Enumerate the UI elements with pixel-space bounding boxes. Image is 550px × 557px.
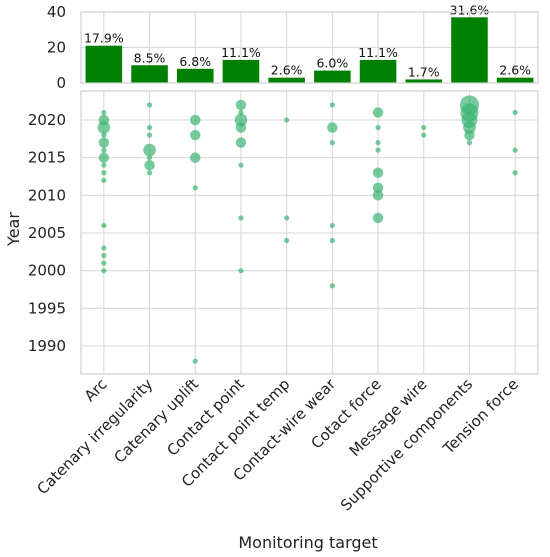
- scatter-point: [143, 143, 156, 157]
- scatter-point: [101, 162, 107, 168]
- scatter-panel-frame: [80, 90, 539, 375]
- scatter-y-tick-label: 2000: [28, 262, 66, 280]
- scatter-y-tick-label: 2005: [28, 224, 66, 242]
- scatter-point: [146, 124, 153, 131]
- bar-data-label: 11.1%: [358, 45, 398, 60]
- scatter-point: [327, 122, 338, 133]
- bar: [359, 59, 397, 83]
- bar: [131, 65, 168, 83]
- scatter-point: [284, 237, 290, 244]
- scatter-point: [146, 132, 153, 138]
- bar: [176, 68, 214, 83]
- bar-data-label: 6.8%: [179, 54, 211, 69]
- x-category-label: Arc: [81, 375, 111, 405]
- bar-data-label: 8.5%: [134, 50, 166, 65]
- scatter-point: [146, 102, 153, 108]
- bar-data-label: 1.7%: [408, 64, 440, 79]
- bar: [85, 45, 123, 83]
- scatter-point: [512, 147, 518, 153]
- scatter-point: [329, 102, 335, 108]
- scatter-point: [190, 129, 201, 141]
- scatter-point: [238, 162, 244, 168]
- scatter-point: [512, 109, 518, 116]
- scatter-point: [235, 137, 247, 148]
- scatter-point: [144, 159, 155, 171]
- scatter-point: [101, 109, 107, 116]
- y-axis-title: Year: [4, 212, 23, 247]
- bar: [405, 79, 443, 83]
- scatter-point: [421, 132, 427, 138]
- scatter-point: [101, 177, 107, 183]
- bar: [496, 77, 534, 83]
- scatter-y-tick-label: 2015: [28, 149, 66, 167]
- scatter-point: [466, 140, 473, 146]
- scatter-y-tick-label: 2010: [28, 186, 66, 204]
- scatter-point: [234, 113, 248, 127]
- scatter-point: [101, 222, 107, 229]
- bar-y-tick-label: 0: [56, 74, 66, 92]
- x-axis-title: Monitoring target: [238, 533, 377, 552]
- scatter-point: [463, 121, 476, 134]
- scatter-point: [372, 190, 384, 201]
- bar-data-label: 2.6%: [271, 63, 303, 78]
- scatter-point: [329, 283, 335, 289]
- scatter-point: [238, 215, 244, 221]
- scatter-point: [101, 245, 107, 251]
- scatter-point: [464, 129, 475, 141]
- scatter-point: [375, 147, 381, 153]
- scatter-point: [190, 114, 201, 126]
- scatter-point: [372, 107, 384, 118]
- scatter-point: [98, 137, 110, 148]
- scatter-point: [329, 222, 335, 229]
- scatter-point: [192, 358, 198, 364]
- scatter-point: [101, 132, 107, 138]
- bar: [222, 59, 260, 83]
- scatter-point: [284, 117, 290, 123]
- bar-y-tick-label: 20: [47, 39, 66, 57]
- scatter-point: [329, 237, 335, 244]
- scatter-point: [101, 253, 107, 259]
- scatter-point: [238, 268, 244, 274]
- scatter-point: [284, 215, 290, 221]
- bar: [268, 77, 305, 83]
- scatter-point: [235, 122, 247, 133]
- scatter-point: [512, 170, 518, 176]
- scatter-panel: 1990199520002005201020152020ArcCatenary …: [28, 90, 539, 514]
- bar-data-label: 6.0%: [316, 56, 348, 71]
- scatter-point: [101, 260, 107, 266]
- scatter-point: [190, 152, 201, 163]
- bar-data-label: 31.6%: [450, 2, 490, 17]
- bar: [314, 70, 351, 83]
- scatter-point: [97, 121, 111, 134]
- scatter-point: [375, 140, 381, 146]
- scatter-point: [372, 212, 384, 224]
- scatter-point: [375, 124, 381, 131]
- scatter-point: [372, 182, 384, 194]
- bar: [451, 17, 488, 84]
- bar-y-tick-label: 40: [47, 3, 66, 21]
- scatter-point: [421, 124, 427, 131]
- scatter-point: [98, 152, 110, 163]
- scatter-point: [101, 147, 107, 153]
- scatter-point: [372, 167, 384, 178]
- scatter-y-tick-label: 2020: [28, 111, 66, 129]
- scatter-point: [235, 99, 247, 111]
- bar-panel-frame: [80, 11, 539, 84]
- scatter-point: [238, 109, 244, 116]
- bar-data-label: 11.1%: [221, 45, 261, 60]
- scatter-point: [146, 155, 153, 161]
- scatter-point: [101, 268, 107, 274]
- scatter-y-tick-label: 1995: [28, 299, 66, 317]
- bar-data-label: 17.9%: [84, 31, 124, 46]
- scatter-point: [329, 140, 335, 146]
- bar-panel: 0 20 40 17.9% 8.5% 6.8% 11.1% 2.6% 6.0% 11.1% 1.7%…: [47, 2, 539, 92]
- scatter-point: [146, 170, 153, 176]
- scatter-point: [192, 185, 198, 191]
- bar-data-label: 2.6%: [499, 63, 531, 78]
- scatter-point: [101, 170, 107, 176]
- scatter-y-tick-label: 1990: [28, 337, 66, 355]
